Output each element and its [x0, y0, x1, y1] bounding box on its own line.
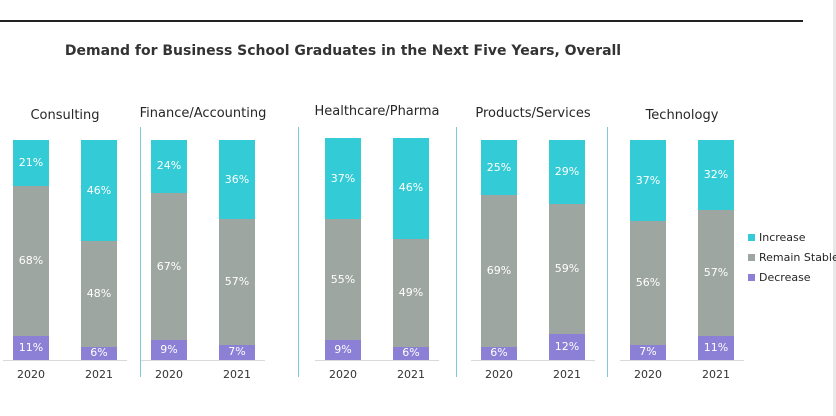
data-label-finance-accounting-2020-decrease: 9%	[160, 343, 178, 357]
data-label-technology-2020-decrease: 7%	[639, 345, 657, 359]
baseline-healthcare-pharma	[315, 360, 439, 361]
panel-title-healthcare-pharma: Healthcare/Pharma	[314, 104, 440, 119]
bar-healthcare-pharma-2020-increase	[325, 137, 361, 220]
data-label-finance-accounting-2020-remain-stable: 67%	[156, 259, 182, 273]
bar-healthcare-pharma-2020-remain-stable	[325, 219, 361, 341]
legend-swatch-remain-stable	[748, 254, 755, 261]
bar-finance-accounting-2021-decrease	[219, 344, 255, 360]
x-tick-healthcare-pharma-2020: 2020	[329, 368, 357, 381]
bar-products-services-2020-remain-stable	[481, 195, 517, 347]
data-label-consulting-2021-decrease: 6%	[90, 346, 108, 360]
x-tick-healthcare-pharma-2021: 2021	[397, 368, 425, 381]
bar-finance-accounting-2020-increase	[151, 140, 187, 193]
data-label-technology-2021-increase: 32%	[703, 168, 729, 182]
legend-label-decrease: Decrease	[759, 271, 811, 284]
x-tick-technology-2021: 2021	[702, 368, 730, 381]
bar-finance-accounting-2021-increase	[219, 140, 255, 220]
data-label-healthcare-pharma-2021-decrease: 6%	[402, 346, 420, 360]
legend-swatch-increase	[748, 234, 755, 241]
data-label-products-services-2020-remain-stable: 69%	[486, 263, 512, 277]
bar-consulting-2021-increase	[81, 140, 117, 242]
bar-technology-2021-remain-stable	[698, 210, 734, 336]
x-tick-finance-accounting-2020: 2020	[155, 368, 183, 381]
baseline-products-services	[471, 360, 595, 361]
data-label-healthcare-pharma-2021-increase: 46%	[398, 181, 424, 195]
data-label-healthcare-pharma-2020-increase: 37%	[330, 171, 356, 185]
panel-divider-3	[456, 127, 457, 377]
data-label-finance-accounting-2020-increase: 24%	[156, 159, 182, 173]
legend-label-remain-stable: Remain Stable	[759, 251, 836, 264]
data-label-technology-2020-increase: 37%	[635, 173, 661, 187]
chart-title: Demand for Business School Graduates in …	[64, 43, 622, 59]
x-tick-products-services-2021: 2021	[553, 368, 581, 381]
data-label-healthcare-pharma-2021-remain-stable: 49%	[398, 285, 424, 299]
bar-products-services-2021-decrease	[549, 333, 585, 360]
bar-finance-accounting-2021-remain-stable	[219, 219, 255, 345]
data-label-products-services-2021-decrease: 12%	[554, 339, 580, 353]
data-label-consulting-2020-decrease: 11%	[18, 340, 44, 354]
bar-healthcare-pharma-2021-decrease	[393, 346, 429, 360]
data-label-consulting-2020-remain-stable: 68%	[18, 254, 44, 267]
data-label-products-services-2021-increase: 29%	[554, 164, 580, 178]
bar-healthcare-pharma-2020-decrease	[325, 340, 361, 360]
bar-consulting-2020-increase	[13, 140, 49, 187]
data-label-products-services-2020-increase: 25%	[486, 160, 512, 174]
bar-technology-2020-increase	[630, 140, 666, 222]
data-label-finance-accounting-2021-remain-stable: 57%	[224, 274, 250, 288]
data-label-technology-2021-remain-stable: 57%	[703, 266, 729, 280]
data-label-technology-2021-decrease: 11%	[703, 340, 729, 354]
panel-divider-1	[140, 127, 141, 377]
data-label-products-services-2020-decrease: 6%	[490, 346, 508, 360]
data-label-finance-accounting-2021-increase: 36%	[224, 172, 250, 186]
data-label-technology-2020-remain-stable: 56%	[635, 276, 661, 289]
x-tick-technology-2020: 2020	[634, 368, 662, 381]
x-tick-products-services-2020: 2020	[485, 368, 513, 381]
panel-divider-4	[607, 127, 608, 377]
legend-label-increase: Increase	[759, 231, 806, 244]
panel-title-consulting: Consulting	[30, 108, 100, 123]
panel-title-products-services: Products/Services	[475, 106, 591, 121]
data-label-consulting-2021-increase: 46%	[86, 183, 112, 197]
legend-swatch-decrease	[748, 274, 755, 281]
baseline-technology	[620, 360, 744, 361]
top-rule	[0, 20, 803, 22]
bar-finance-accounting-2020-decrease	[151, 340, 187, 360]
bar-healthcare-pharma-2021-remain-stable	[393, 239, 429, 347]
data-label-products-services-2021-remain-stable: 59%	[554, 261, 580, 275]
bar-technology-2021-increase	[698, 140, 734, 211]
baseline-finance-accounting	[141, 360, 265, 361]
bar-consulting-2020-decrease	[13, 335, 49, 360]
data-label-consulting-2020-increase: 21%	[18, 156, 44, 170]
bar-finance-accounting-2020-remain-stable	[151, 192, 187, 341]
bar-products-services-2021-increase	[549, 140, 585, 204]
bar-technology-2021-decrease	[698, 335, 734, 360]
panel-divider-2	[298, 127, 299, 377]
data-label-finance-accounting-2021-decrease: 7%	[228, 345, 246, 359]
bar-consulting-2021-remain-stable	[81, 241, 117, 347]
data-label-healthcare-pharma-2020-decrease: 9%	[334, 343, 352, 357]
bar-technology-2020-remain-stable	[630, 221, 666, 345]
bar-products-services-2020-decrease	[481, 346, 517, 360]
bar-consulting-2021-decrease	[81, 346, 117, 360]
panel-title-finance-accounting: Finance/Accounting	[139, 106, 267, 121]
baseline-consulting	[3, 360, 127, 361]
data-label-consulting-2021-remain-stable: 48%	[86, 287, 112, 300]
bar-technology-2020-decrease	[630, 344, 666, 360]
bar-consulting-2020-remain-stable	[13, 186, 49, 336]
bar-products-services-2021-remain-stable	[549, 203, 585, 334]
right-edge	[833, 0, 836, 416]
data-label-healthcare-pharma-2020-remain-stable: 55%	[330, 272, 356, 286]
x-tick-consulting-2021: 2021	[85, 368, 113, 381]
panel-title-technology: Technology	[645, 108, 719, 123]
x-tick-consulting-2020: 2020	[17, 368, 45, 381]
bar-products-services-2020-increase	[481, 140, 517, 195]
x-tick-finance-accounting-2021: 2021	[223, 368, 251, 381]
bar-healthcare-pharma-2021-increase	[393, 137, 429, 239]
